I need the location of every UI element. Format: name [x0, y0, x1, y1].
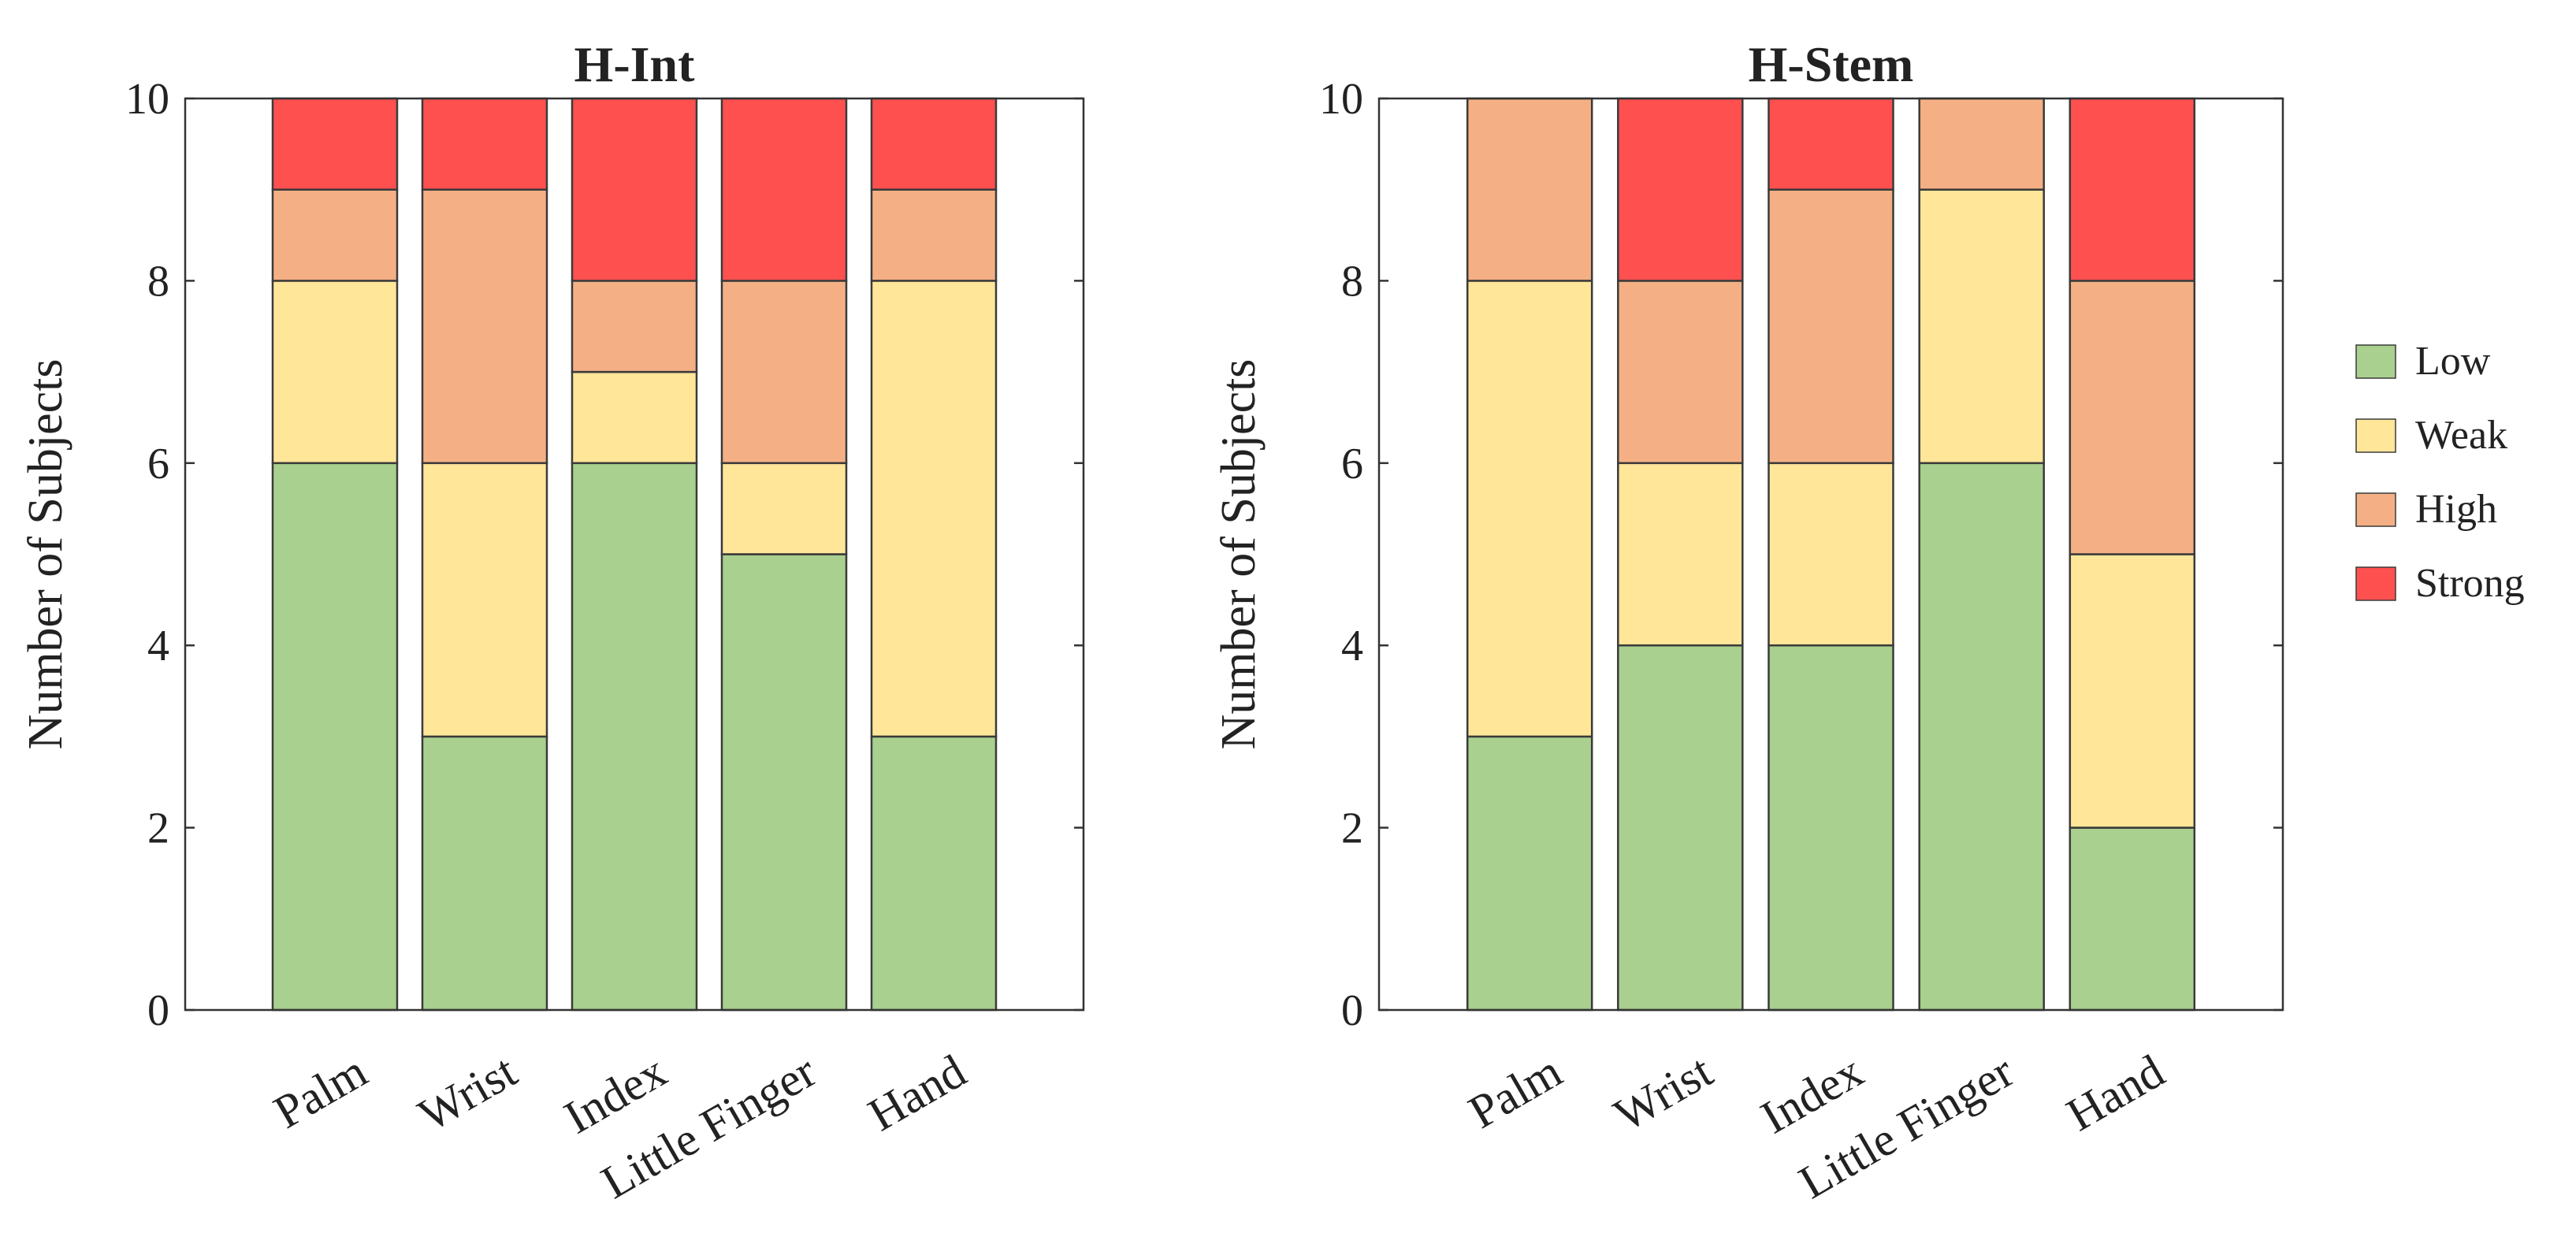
y-tick-label-0: 0: [1341, 986, 1363, 1035]
bar-palm-low: [271, 462, 399, 1012]
bar-wrist-weak: [1617, 462, 1744, 647]
bar-hand-low: [870, 735, 998, 1012]
plot-frame: [1377, 97, 2284, 1012]
x-tick-label-palm: Palm: [1460, 1045, 1571, 1138]
legend-label-strong: Strong: [2415, 561, 2525, 606]
y-tick-label-10: 10: [1319, 75, 1363, 124]
x-tick-label-wrist: Wrist: [410, 1045, 526, 1142]
bar-palm-weak: [271, 280, 399, 465]
bar-little-finger-high: [720, 280, 848, 465]
bar-hand-strong: [870, 97, 998, 191]
bar-index-weak: [1768, 462, 1894, 647]
bar-hand-weak: [870, 280, 998, 738]
legend-label-low: Low: [2415, 339, 2491, 384]
y-tick-label-10: 10: [125, 75, 169, 124]
chart-title: H-Stem: [1749, 36, 1914, 92]
x-tick-label-hand: Hand: [2058, 1045, 2173, 1141]
bar-hand-high: [870, 188, 998, 282]
bar-hand-weak: [2069, 553, 2196, 829]
y-axis-label: Number of Subjects: [1212, 359, 1266, 750]
legend-swatch-low: [2355, 344, 2396, 379]
legend-label-weak: Weak: [2415, 413, 2507, 458]
bar-index-high: [1768, 188, 1894, 465]
bar-palm-strong: [271, 97, 399, 191]
bar-palm-high: [271, 188, 399, 282]
y-tick-label-2: 2: [147, 804, 169, 853]
bar-hand-low: [2069, 826, 2196, 1012]
bar-little-finger-low: [1918, 462, 2045, 1012]
y-tick-label-6: 6: [1341, 440, 1363, 488]
x-tick-label-hand: Hand: [860, 1045, 975, 1141]
bar-wrist-low: [1617, 644, 1744, 1012]
legend: Low Weak High Strong: [2355, 339, 2525, 606]
bar-little-finger-weak: [720, 462, 848, 555]
y-tick-label-2: 2: [1341, 804, 1363, 853]
bar-little-finger-low: [720, 553, 848, 1012]
bar-palm-low: [1466, 735, 1593, 1012]
bar-little-finger-strong: [720, 97, 848, 282]
y-tick-label-4: 4: [1341, 622, 1363, 670]
bar-index-high: [571, 280, 698, 373]
y-tick-label-6: 6: [147, 440, 169, 488]
bar-palm-high: [1466, 97, 1593, 282]
bar-wrist-high: [421, 188, 548, 465]
bar-little-finger-weak: [1918, 188, 2045, 465]
legend-swatch-high: [2355, 492, 2396, 527]
y-tick-label-8: 8: [1341, 257, 1363, 306]
y-axis-label: Number of Subjects: [19, 359, 72, 750]
bar-little-finger-high: [1918, 97, 2045, 191]
bar-wrist-strong: [1617, 97, 1744, 282]
y-tick-label-8: 8: [147, 257, 169, 306]
x-tick-label-wrist: Wrist: [1605, 1045, 1721, 1142]
bar-index-strong: [1768, 97, 1894, 191]
bar-wrist-strong: [421, 97, 548, 191]
plot-frame: [184, 97, 1085, 1012]
bar-hand-strong: [2069, 97, 2196, 282]
legend-label-high: High: [2415, 487, 2497, 532]
bar-palm-weak: [1466, 280, 1593, 738]
bar-hand-high: [2069, 280, 2196, 555]
y-tick-label-4: 4: [147, 622, 169, 670]
bar-index-weak: [571, 370, 698, 465]
bar-wrist-high: [1617, 280, 1744, 465]
bar-wrist-weak: [421, 462, 548, 738]
y-tick-label-0: 0: [147, 986, 169, 1035]
x-tick-label-palm: Palm: [266, 1045, 376, 1138]
bar-index-strong: [571, 97, 698, 282]
bar-wrist-low: [421, 735, 548, 1012]
bar-index-low: [1768, 644, 1894, 1012]
legend-swatch-weak: [2355, 418, 2396, 453]
legend-swatch-strong: [2355, 566, 2396, 601]
bar-index-low: [571, 462, 698, 1012]
chart-title: H-Int: [574, 36, 696, 92]
